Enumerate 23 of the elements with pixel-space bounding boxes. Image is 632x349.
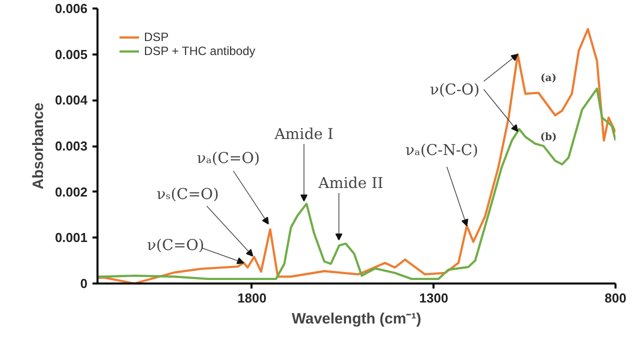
y-tick-label: 0.005: [54, 46, 88, 62]
annotation: ν(C-O): [430, 80, 480, 98]
legend-label: DSP + THC antibody: [144, 44, 256, 58]
annotation: νₐ(C=O): [196, 148, 260, 167]
annotation: νₛ(C=O): [156, 185, 219, 203]
y-axis-title: Absorbance: [30, 102, 47, 190]
x-axis-title: Wavelength (cm⁻¹): [292, 310, 422, 328]
annotation: ν(C=O): [147, 236, 204, 254]
x-tick-label: 800: [604, 290, 626, 306]
annotation: νₐ(C-N-C): [405, 140, 478, 159]
y-tick-label: 0.002: [54, 184, 88, 200]
legend-label: DSP: [144, 30, 169, 44]
y-tick-label: 0.006: [54, 1, 88, 16]
y-tick-label: 0: [80, 276, 88, 291]
annotation: Amide II: [317, 174, 384, 192]
y-tick-label: 0.003: [54, 138, 88, 154]
annotation: (a): [540, 73, 556, 84]
x-tick-label: 1300: [419, 290, 448, 306]
y-tick-label: 0.004: [54, 92, 88, 108]
annotation: (b): [540, 132, 557, 143]
y-tick-label: 0.001: [54, 230, 88, 246]
x-tick-label: 1800: [238, 290, 266, 306]
annotation: Amide I: [273, 125, 334, 143]
